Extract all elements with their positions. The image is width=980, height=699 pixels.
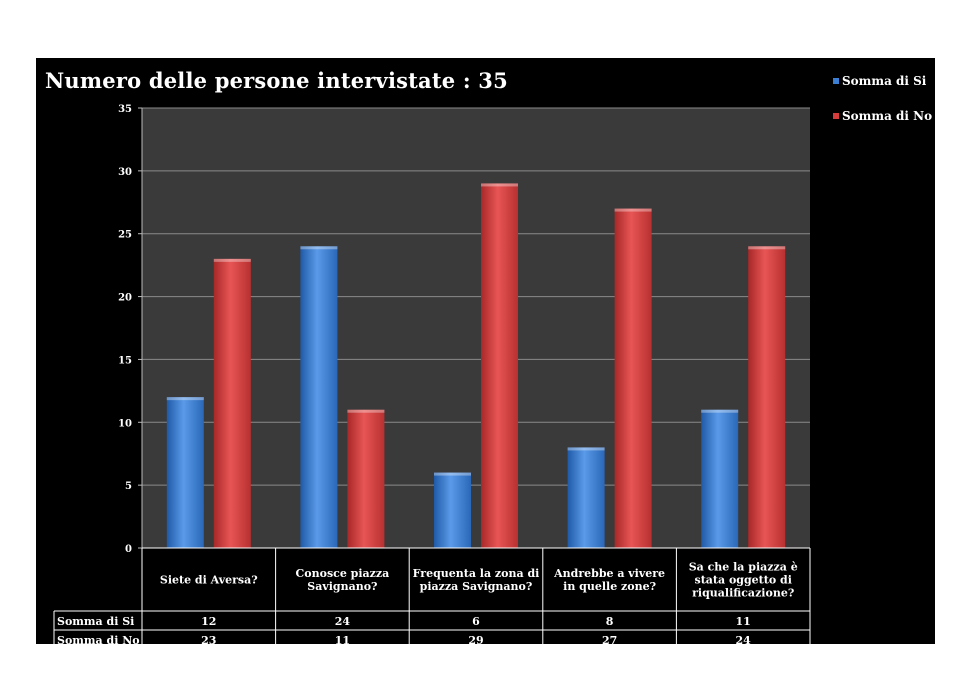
bar-top-highlight <box>481 183 518 187</box>
chart-panel: Numero delle persone intervistate : 35 S… <box>36 58 935 644</box>
y-tick-label: 15 <box>118 355 132 366</box>
y-tick-label: 20 <box>118 293 132 304</box>
table-cell-value: 24 <box>736 634 752 644</box>
bar-si <box>434 472 471 548</box>
bar-no <box>481 183 518 548</box>
bar-top-highlight <box>748 246 786 250</box>
category-label: Conosce piazza Savignano? <box>296 567 390 593</box>
bar-si <box>567 447 605 548</box>
legend-swatch-si <box>833 78 839 84</box>
legend-item-no: Somma di No <box>833 109 932 123</box>
bar-top-highlight <box>614 208 652 212</box>
table-cell-value: 24 <box>335 615 351 628</box>
bar-si <box>300 246 338 549</box>
y-tick-label: 10 <box>118 418 132 429</box>
table-cell-value: 11 <box>335 634 350 644</box>
bar-no <box>347 409 385 548</box>
chart-title: Numero delle persone intervistate : 35 <box>45 68 508 93</box>
y-tick-label: 35 <box>118 104 132 115</box>
bar-no <box>213 258 251 548</box>
bar-top-highlight <box>701 409 739 413</box>
table-cell-value: 11 <box>736 615 751 628</box>
y-tick-label: 30 <box>118 167 132 178</box>
y-tick-label: 25 <box>118 230 132 241</box>
plot-area <box>142 108 810 548</box>
bar-top-highlight <box>567 447 605 451</box>
bar-no <box>748 246 786 549</box>
table-cell-value: 27 <box>602 634 617 644</box>
bar-chart: 0 5 10 15 20 25 30 35 Siete di Aversa? Conosce p… <box>53 104 811 644</box>
category-label: Siete di Aversa? <box>160 574 258 587</box>
bar-si <box>166 397 204 548</box>
table-row-header: Somma di Si <box>57 615 134 628</box>
table-row-header: Somma di No <box>57 634 140 644</box>
table-cell-value: 8 <box>606 615 614 628</box>
category-label: Andrebbe a vivere in quelle zone? <box>553 567 665 593</box>
category-label: Frequenta la zona di piazza Savignano? <box>413 567 540 593</box>
bar-top-highlight <box>300 246 338 250</box>
legend-label-si: Somma di Si <box>842 74 927 88</box>
bar-si <box>701 409 739 548</box>
category-label: Sa che la piazza è stata oggetto di riqual… <box>689 561 798 600</box>
bar-top-highlight <box>166 397 204 401</box>
table-cell-value: 29 <box>468 634 483 644</box>
bar-top-highlight <box>434 472 471 476</box>
table-cell-value: 23 <box>201 634 216 644</box>
legend-swatch-no <box>833 113 839 119</box>
table-cell-value: 12 <box>201 615 216 628</box>
bar-top-highlight <box>347 409 385 413</box>
legend-item-si: Somma di Si <box>833 74 926 88</box>
bar-top-highlight <box>213 258 251 262</box>
table-cell-value: 6 <box>472 615 480 628</box>
legend-label-no: Somma di No <box>842 109 933 123</box>
y-tick-label: 5 <box>125 481 132 492</box>
bar-no <box>614 208 652 549</box>
y-tick-label: 0 <box>125 544 132 555</box>
